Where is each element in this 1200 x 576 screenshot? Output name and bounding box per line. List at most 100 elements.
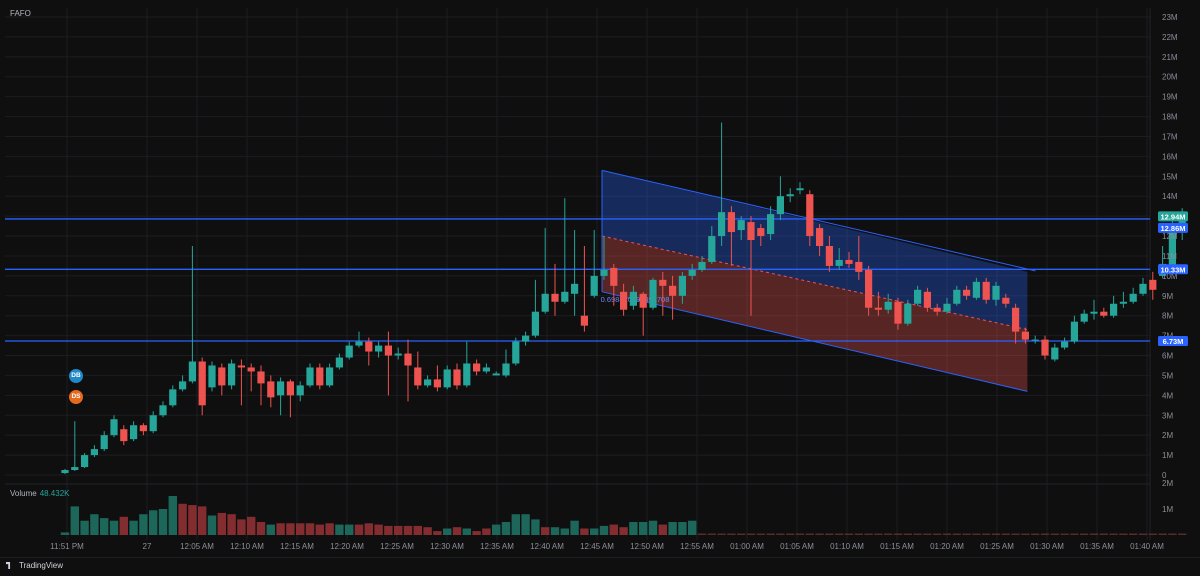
price-tick-label: 3M xyxy=(1162,411,1173,420)
candle-body xyxy=(727,212,735,233)
candle-body xyxy=(816,228,824,246)
candle-body xyxy=(453,369,461,386)
candle-body xyxy=(1061,341,1069,348)
price-level-badge xyxy=(1158,335,1188,346)
time-tick-label: 12:50 AM xyxy=(630,542,664,551)
candle-body xyxy=(1119,301,1127,304)
time-tick-label: 12:20 AM xyxy=(330,542,364,551)
volume-bar xyxy=(923,533,932,535)
candle-body xyxy=(492,373,500,376)
candle-body xyxy=(933,307,941,312)
volume-bar xyxy=(1178,533,1187,535)
candle-body xyxy=(502,363,510,376)
candle-body xyxy=(845,259,853,264)
candle-body xyxy=(649,279,657,308)
volume-bar xyxy=(658,524,667,535)
candle-body xyxy=(149,415,157,432)
volume-bar xyxy=(972,533,981,535)
volume-tick-label: 2M xyxy=(1162,479,1173,488)
volume-bar xyxy=(266,524,275,535)
volume-bar xyxy=(149,510,158,535)
price-level-badge xyxy=(1158,264,1188,275)
volume-bar xyxy=(795,533,805,535)
volume-bar xyxy=(80,520,89,535)
volume-bar xyxy=(942,533,952,535)
candle-body xyxy=(228,363,236,386)
volume-bar xyxy=(599,525,609,535)
volume-bar xyxy=(443,528,452,535)
candle-body xyxy=(551,293,559,302)
volume-bar xyxy=(786,533,795,535)
time-tick-label: 12:25 AM xyxy=(380,542,414,551)
volume-bar xyxy=(305,523,315,535)
candle-body xyxy=(218,367,226,386)
price-tick-label: 18M xyxy=(1162,113,1178,122)
volume-bar xyxy=(237,519,246,535)
candle-body xyxy=(1041,339,1049,356)
candle-body xyxy=(306,367,314,386)
candle-body xyxy=(296,385,304,396)
candle-body xyxy=(698,261,706,270)
horizontal-levels[interactable] xyxy=(5,218,1150,342)
price-axis[interactable]: 01M2M3M4M5M6M7M8M9M10M11M12M13M14M15M16M… xyxy=(1158,13,1188,514)
price-tick-label: 16M xyxy=(1162,152,1178,161)
candle-body xyxy=(796,188,804,191)
candle-body xyxy=(1168,224,1176,266)
candle-body xyxy=(512,341,520,364)
volume-tick-label: 1M xyxy=(1162,505,1173,514)
time-tick-label: 12:45 AM xyxy=(580,542,614,551)
time-axis[interactable]: 11:51 PM 27 12:05 AM 12:10 AM 12:15 AM 12:20 … xyxy=(50,542,1164,551)
volume-bar xyxy=(119,516,128,535)
candle-body xyxy=(590,275,598,296)
time-tick-label: 12:05 AM xyxy=(180,542,214,551)
volume-value: 48.432K xyxy=(39,489,70,498)
volume-bar xyxy=(648,520,658,535)
time-tick-label: 01:15 AM xyxy=(880,542,914,551)
volume-bar xyxy=(805,533,814,535)
candle-body xyxy=(767,214,775,235)
candle-body xyxy=(384,345,392,356)
candle-body xyxy=(1070,321,1078,342)
candle-body xyxy=(365,341,373,352)
volume-bar xyxy=(619,527,628,535)
candle-body xyxy=(1149,279,1157,290)
candle-body xyxy=(345,345,353,358)
candle-body xyxy=(433,379,441,388)
volume-bar xyxy=(688,520,697,535)
volume-bar xyxy=(678,522,687,535)
ds-badge[interactable]: DS xyxy=(69,390,83,404)
volume-bar xyxy=(168,496,177,535)
time-tick-label: 12:40 AM xyxy=(530,542,564,551)
volume-bar xyxy=(1109,533,1118,535)
candle-body xyxy=(982,281,990,300)
volume-bar xyxy=(129,520,138,535)
volume-bar xyxy=(413,525,422,535)
candle-body xyxy=(757,228,765,237)
volume-bar xyxy=(198,506,207,535)
price-tick-label: 22M xyxy=(1162,33,1178,42)
tradingview-brand[interactable]: TradingView xyxy=(6,561,63,570)
volume-bar xyxy=(982,533,991,535)
volume-bar xyxy=(776,533,785,535)
volume-bar xyxy=(1021,533,1030,535)
candle-body xyxy=(874,307,882,310)
candle-body xyxy=(1031,339,1039,341)
candle-body xyxy=(326,367,334,386)
db-badge[interactable]: DB xyxy=(69,369,83,383)
volume-legend: Volume 48.432K xyxy=(10,489,70,498)
candle-body xyxy=(286,381,294,396)
candle-body xyxy=(541,293,549,312)
candle-body xyxy=(531,311,539,336)
time-tick-label: 01:40 AM xyxy=(1130,542,1164,551)
price-tick-label: 8M xyxy=(1162,312,1173,321)
grid-lines xyxy=(5,8,1151,540)
volume-bar xyxy=(345,524,354,535)
candle-body xyxy=(139,425,147,432)
volume-bar xyxy=(452,527,462,535)
volume-bar xyxy=(354,524,364,535)
candle-body xyxy=(953,289,961,304)
time-tick-label: 12:30 AM xyxy=(430,542,464,551)
price-tick-label: 4M xyxy=(1162,391,1173,400)
tradingview-logo-icon xyxy=(6,562,11,569)
